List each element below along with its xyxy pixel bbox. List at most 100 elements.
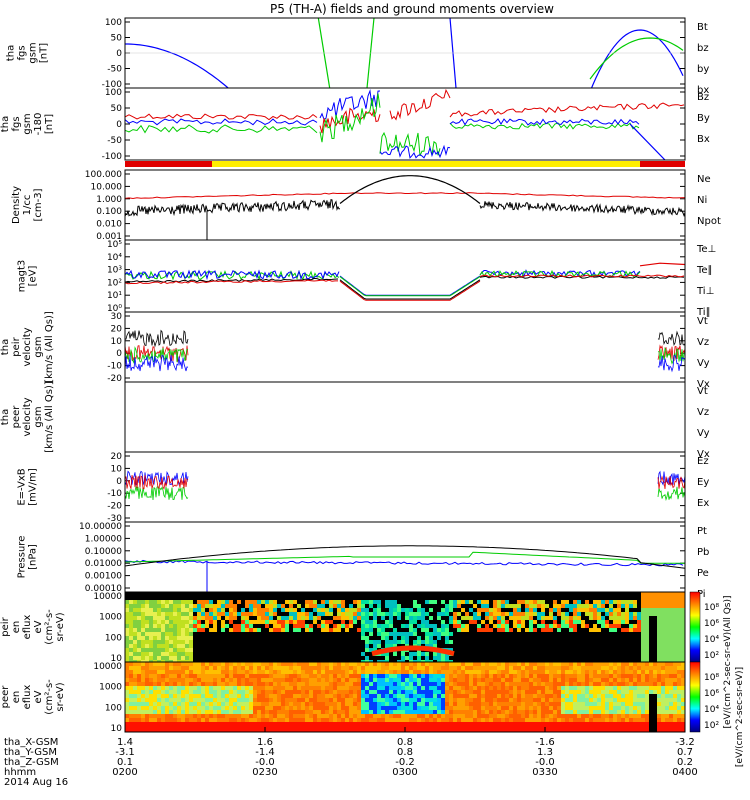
panel-frame (124, 381, 686, 453)
y-tick-label: 0.001 (96, 232, 122, 242)
y-tick-label: 10 (111, 654, 123, 664)
legend-entry: Ne (697, 174, 711, 185)
series-line (449, 122, 640, 130)
x-axis-ephemeris: tha_X-GSM 1.4 1.6 0.8 -1.6 -3.2 tha_Y-GSM -3.1 -… (4, 727, 698, 788)
panel-content (125, 175, 685, 240)
series-line (125, 198, 341, 217)
panel-peir_spec: thapeirenefluxeV(cm²-s-sr-eV) 10000 1000 10… (0, 591, 719, 664)
ephemeris-value: 0400 (672, 767, 697, 778)
colorbar-tick-label: 10⁸ (704, 673, 719, 683)
series-line (449, 102, 685, 118)
legend-entry: Ex (697, 498, 709, 509)
ephemeris-value: 1.4 (117, 737, 133, 748)
y-tick-label: 20 (111, 324, 123, 334)
legend-entry: Npot (697, 216, 721, 227)
panel-fgs_hires: thafgsgsm-180[nT] 100 50 0 -50 -100 Bz By Bx (0, 87, 710, 162)
series-line (125, 43, 230, 88)
series-line (125, 192, 685, 200)
date-label: 2014 Aug 16 (4, 777, 68, 788)
y-tick-label: 10 (111, 724, 123, 734)
legend-entry: by (697, 64, 709, 75)
series-line (657, 330, 685, 347)
legend-entry: Vt (697, 386, 708, 397)
series-line (125, 485, 189, 501)
colorbar (689, 661, 701, 733)
panel-content (125, 662, 685, 732)
panel-frame (124, 451, 686, 523)
colorbar (689, 591, 701, 663)
panel-pressure: Pressure[nPa] 10.00000 1.00000 0.10000 0.010… (17, 521, 709, 600)
y-tick-label: 10000 (93, 662, 122, 672)
y-tick-label: 1000 (99, 613, 122, 623)
colorbar-tick-label: 10⁶ (704, 689, 719, 699)
legend-entry: By (697, 113, 710, 124)
ephemeris-value: 0.8 (397, 747, 413, 758)
ephemeris-value: -0.2 (395, 757, 415, 768)
y-axis-label: Pressure[nPa] (17, 536, 39, 579)
series-line (125, 329, 189, 348)
ephemeris-label: tha_Y-GSM (4, 747, 57, 758)
series-line (639, 262, 685, 267)
y-tick-label: 10¹ (107, 291, 122, 301)
y-tick-label: -100 (102, 152, 123, 162)
y-axis-label: thafgsgsm[nT] (6, 42, 50, 63)
legend-entry: Bt (697, 22, 708, 33)
legend-entry: bz (697, 43, 709, 54)
panel-fgs: thafgsgsm[nT] 100 50 0 -50 -100 Bt bz by bx (6, 17, 709, 96)
panel-content (125, 470, 685, 502)
series-line (125, 124, 318, 134)
y-tick-label: 0.00100 (85, 572, 122, 582)
series-line (125, 269, 340, 281)
y-tick-label: 0.010 (96, 220, 122, 230)
ephemeris-value: 1.3 (537, 747, 553, 758)
y-tick-label: 1.000 (96, 195, 122, 205)
series-line (125, 118, 318, 126)
y-tick-label: -50 (107, 136, 122, 146)
colorbar-tick-label: 10² (704, 721, 719, 731)
series-line (657, 486, 685, 502)
panel-content (125, 592, 685, 662)
series-line (629, 123, 666, 160)
y-tick-label: 0.00010 (85, 584, 122, 594)
ephemeris-value: 0230 (252, 767, 277, 778)
colorbar-tick-label: 10⁶ (704, 619, 719, 629)
colorbar-tick-label: 10² (704, 651, 719, 661)
panel-peir_velocity: thapeirvelocitygsm[km/s (All Qs)] 30 20 10 0… (0, 311, 710, 390)
ephemeris-value: 0.2 (677, 757, 693, 768)
ephemeris-value: 0200 (112, 767, 137, 778)
panel-content (125, 18, 685, 88)
y-tick-label: -30 (107, 514, 122, 524)
series-line (125, 475, 189, 490)
series-line (125, 277, 339, 283)
y-axis-label: thapeerenefluxeV(cm²-s-sr-eV) (0, 679, 66, 715)
y-axis-label: magt3[eV] (17, 260, 39, 293)
y-tick-label: 0 (116, 120, 122, 130)
y-tick-label: 100 (105, 703, 122, 713)
ephemeris-label: hhmm (4, 767, 36, 778)
ephemeris-value: -0.0 (255, 757, 275, 768)
legend-entry: Ti⊥ (696, 286, 714, 297)
legend-entry: Ez (697, 456, 709, 467)
y-tick-label: 1000 (99, 683, 122, 693)
y-tick-label: 1.00000 (85, 534, 122, 544)
y-tick-label: 20 (111, 452, 123, 462)
region-bar (125, 161, 685, 167)
legend-entry: Pi (697, 589, 706, 600)
colorbar-label: [eV/(cm^2-sec-sr-eV)] (735, 667, 745, 767)
y-axis-label: thapeirenefluxeV(cm²-s-sr-eV) (0, 609, 66, 645)
series-line (657, 475, 685, 490)
legend-entry: Bx (697, 134, 710, 145)
panel-frame (124, 239, 686, 313)
series-line (125, 113, 318, 121)
y-tick-label: 10⁵ (107, 240, 122, 250)
y-tick-label: 10000 (93, 592, 122, 602)
series-line (657, 354, 685, 373)
series-line (589, 37, 684, 80)
legend-entry: Vy (697, 358, 710, 369)
y-tick-label: -100 (102, 80, 123, 90)
y-tick-label: -10 (107, 362, 122, 372)
colorbar-tick-label: 10⁴ (704, 635, 719, 645)
series-line (657, 344, 685, 362)
panel-frame (124, 87, 686, 161)
series-line (339, 275, 481, 296)
